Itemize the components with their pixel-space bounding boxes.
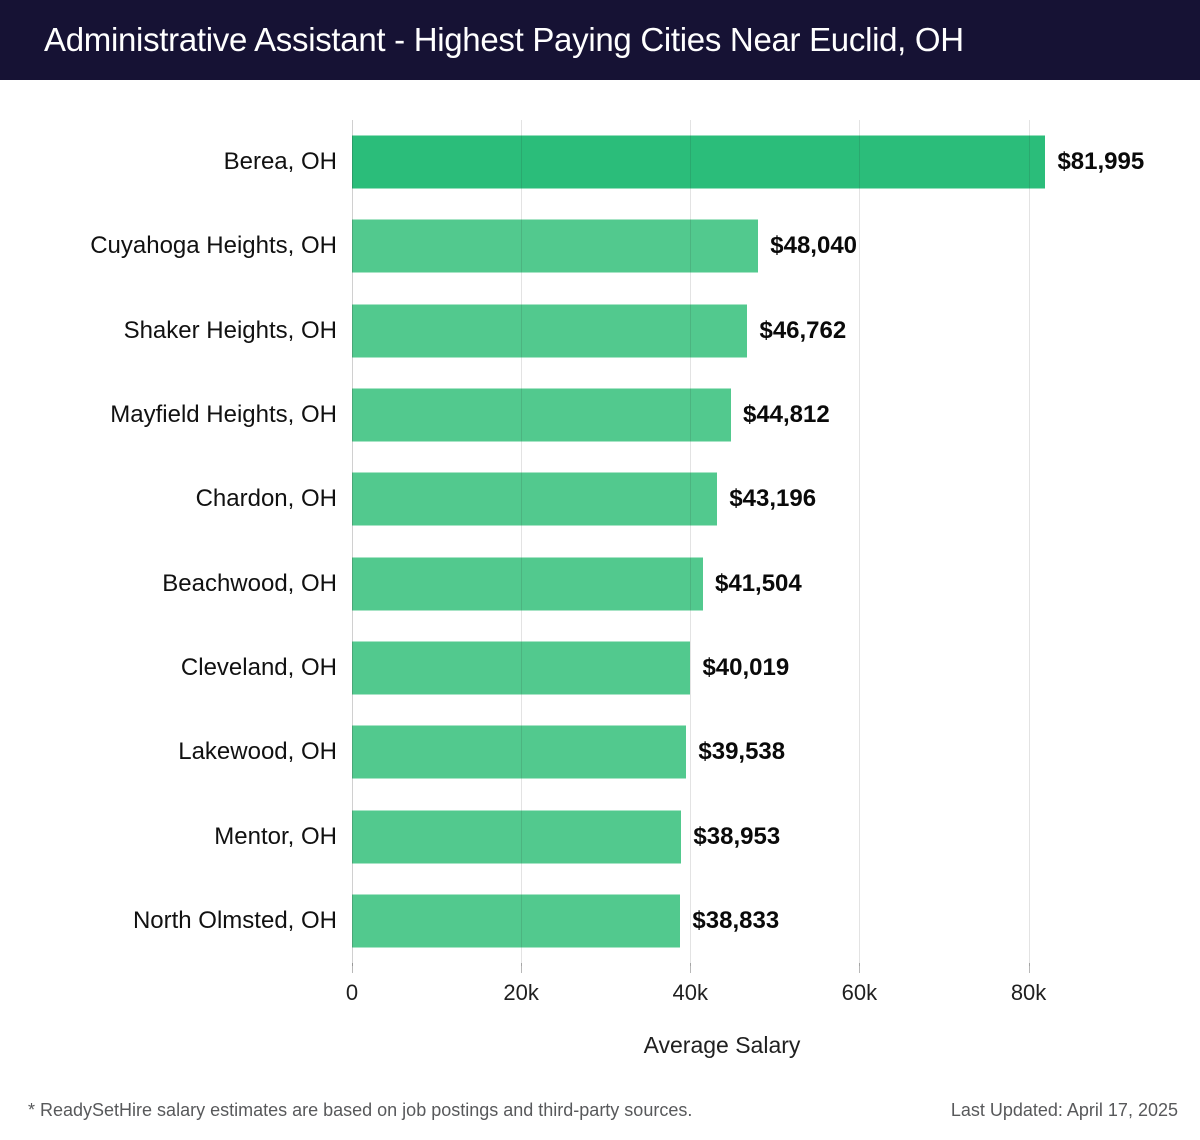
value-label: $39,538 [698,738,786,766]
bar-track: $40,019 [352,626,1092,710]
category-label: Chardon, OH [195,485,337,513]
x-tick-label: 80k [1010,980,1047,1005]
category-label: North Olmsted, OH [132,906,337,934]
bar-row: Mentor, OH $38,953 [0,794,1092,878]
bar-row: Lakewood, OH $39,538 [0,710,1092,794]
bar-row: Berea, OH $81,995 [0,120,1144,204]
x-tick-mark [352,963,353,973]
bar-track: $81,995 [352,120,1144,204]
x-axis: 0 20k 40k 60k 80k [346,963,1092,1023]
header-bar: Administrative Assistant - Highest Payin… [0,0,1200,80]
salary-bar [352,894,681,948]
value-label: $81,995 [1057,148,1145,176]
value-label: $41,504 [715,569,802,597]
page-title: Administrative Assistant - Highest Payin… [44,21,964,58]
value-label: $48,040 [770,232,858,260]
footer-source-note: * ReadySetHire salary estimates are base… [28,1100,693,1120]
bar-track: $48,040 [352,204,1092,288]
category-label: Cuyahoga Heights, OH [90,232,337,260]
x-tick-label: 0 [345,980,359,1005]
bar-row: Chardon, OH $43,196 [0,457,1092,541]
bar-row: Shaker Heights, OH $46,762 [0,289,1092,373]
footer-last-updated: Last Updated: April 17, 2025 [950,1100,1178,1120]
bar-track: $43,196 [352,457,1092,541]
value-label: $43,196 [729,485,817,513]
category-label: Cleveland, OH [180,653,337,681]
bar-track: $38,833 [352,879,1092,963]
value-label: $46,762 [759,316,847,344]
category-label: Berea, OH [223,148,337,176]
x-tick-mark [690,963,692,973]
category-label: Shaker Heights, OH [123,316,337,344]
bar-track: $39,538 [352,710,1092,794]
salary-bar [352,641,691,695]
salary-bar [352,304,748,358]
x-tick-label: 20k [503,980,539,1005]
bar-row: Cleveland, OH $40,019 [0,626,1092,710]
salary-bar [352,557,703,611]
value-label: $40,019 [702,653,790,681]
category-label: Mentor, OH [214,822,337,850]
bar-track: $46,762 [352,289,1092,373]
x-tick-mark [859,963,861,973]
bar-track: $41,504 [352,541,1092,625]
category-label: Beachwood, OH [162,569,337,597]
bar-row: Cuyahoga Heights, OH $48,040 [0,204,1092,288]
value-label: $38,833 [692,906,780,934]
value-label: $44,812 [742,401,830,429]
salary-bar [352,219,759,273]
bar-rows: Berea, OH $81,995 Cuyahoga Heights, OH $48,… [0,120,1144,963]
salary-bar [352,388,731,442]
salary-bar [352,472,718,526]
x-tick-mark [521,963,523,973]
bar-track: $44,812 [352,373,1092,457]
category-label: Mayfield Heights, OH [110,401,337,429]
x-tick-label: 40k [672,980,709,1005]
category-label: Lakewood, OH [178,738,337,766]
salary-bar [352,810,682,864]
x-axis-title: Average Salary [643,1032,801,1058]
bar-row: Mayfield Heights, OH $44,812 [0,373,1092,457]
x-tick-mark [1028,963,1030,973]
bar-row: Beachwood, OH $41,504 [0,541,1092,625]
value-label: $38,953 [693,822,781,850]
salary-bar [352,135,1046,189]
salary-bar [352,725,687,779]
x-tick-label: 60k [841,980,878,1005]
bar-track: $38,953 [352,794,1092,878]
bar-row: North Olmsted, OH $38,833 [0,879,1092,963]
